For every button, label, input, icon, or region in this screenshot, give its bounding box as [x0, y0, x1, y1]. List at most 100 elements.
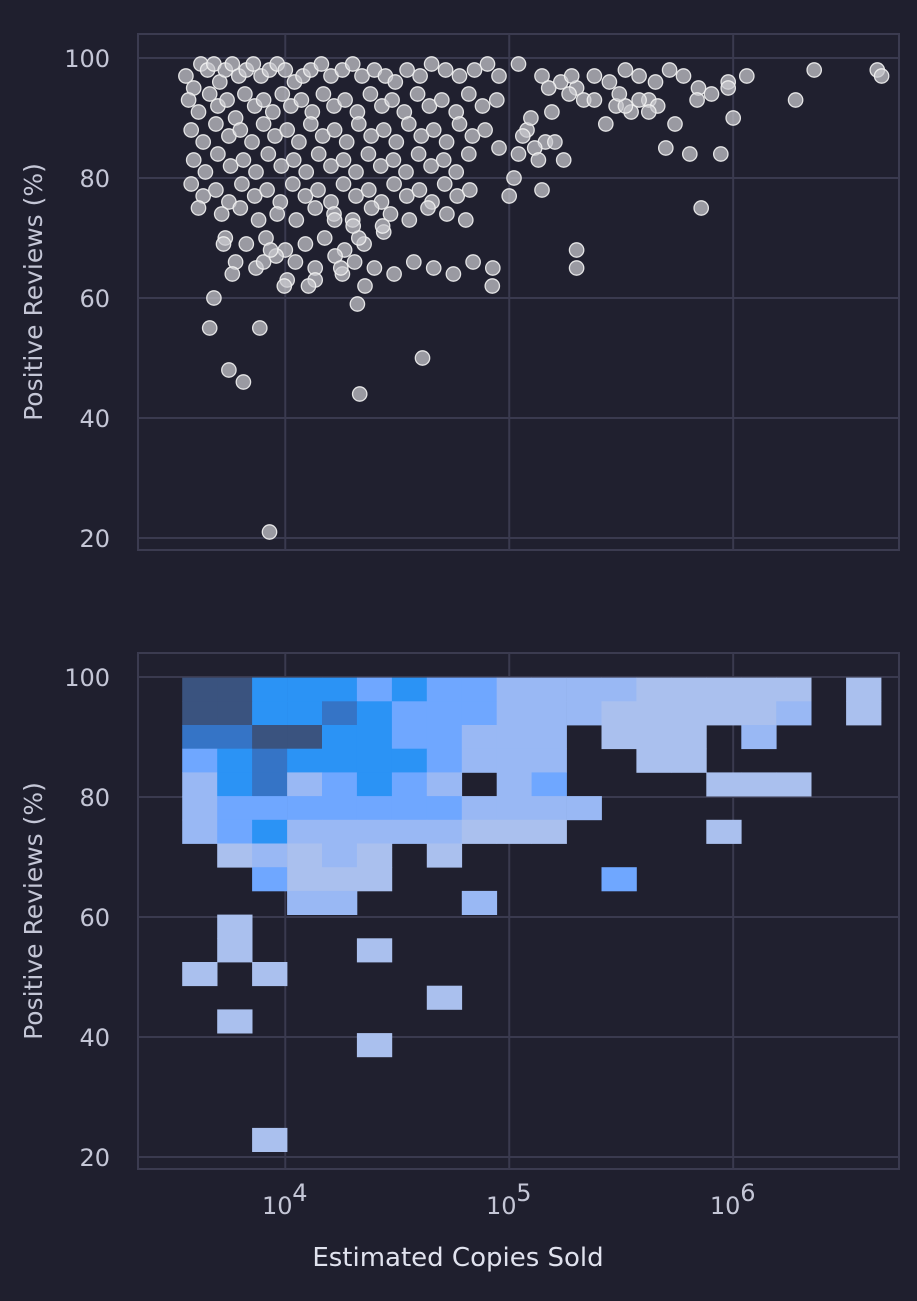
scatter-y-axis-label: Positive Reviews (%) [19, 163, 48, 421]
scatter-point [190, 104, 207, 120]
y-tick-label: 60 [79, 904, 110, 932]
scatter-point [201, 320, 218, 336]
y-tick-label: 80 [79, 784, 110, 812]
heatmap-cell [356, 725, 393, 750]
scatter-point [420, 200, 436, 216]
scatter-point [326, 122, 343, 138]
heatmap-cell [252, 677, 288, 702]
scatter-point [631, 92, 647, 108]
x-tick-exponent: 6 [740, 1179, 755, 1207]
scatter-point [235, 152, 252, 168]
heatmap-cell [252, 725, 288, 750]
scatter-point [640, 104, 657, 120]
heatmap-cell [426, 772, 463, 797]
heatmap-cell [601, 725, 637, 750]
scatter-point [693, 200, 710, 216]
heatmap-cell [531, 748, 567, 773]
heatmap-cell [182, 701, 218, 726]
scatter-point [398, 188, 415, 204]
heatmap-cell [671, 725, 707, 750]
scatter-point [510, 56, 527, 72]
scatter-point [451, 68, 468, 84]
heatmap-cell [322, 843, 358, 868]
scatter-point [410, 146, 427, 162]
scatter-point [273, 158, 290, 174]
heatmap-cell [217, 1009, 253, 1034]
heatmap-cell [217, 938, 253, 963]
scatter-point [667, 116, 683, 132]
scatter-point [348, 164, 364, 180]
heatmap-cell [252, 819, 288, 844]
scatter-point [346, 254, 363, 270]
scatter-point [568, 260, 585, 276]
heatmap-cell [322, 796, 358, 821]
heatmap-cell [252, 796, 288, 821]
scatter-point [277, 62, 294, 78]
scatter-point [208, 182, 224, 198]
heatmap-cell [496, 819, 532, 844]
heatmap-cell [461, 819, 498, 844]
scatter-point [310, 182, 326, 198]
scatter-point [354, 68, 370, 84]
heatmap-cell [601, 867, 637, 892]
scatter-point [466, 62, 483, 78]
scatter-point [351, 386, 368, 402]
scatter-point [264, 104, 281, 120]
heatmap-cell [741, 701, 777, 726]
scatter-point [534, 182, 550, 198]
heatmap-cell [287, 890, 323, 915]
heatmap-cell [322, 867, 358, 892]
y-tick-label: 80 [79, 165, 110, 193]
scatter-point [421, 98, 438, 114]
scatter-point [414, 350, 431, 366]
heatmap-cell [287, 867, 323, 892]
scatter-point [806, 62, 823, 78]
scatter-point [260, 146, 277, 162]
scatter-point [438, 134, 455, 150]
heatmap-cell [217, 748, 253, 773]
y-tick-label: 100 [64, 664, 110, 692]
scatter-point [221, 362, 237, 378]
scatter-point [873, 68, 890, 84]
scatter-point [561, 86, 577, 102]
scatter-point [563, 68, 580, 84]
heatmap-cell [182, 962, 218, 987]
scatter-point [506, 170, 522, 186]
scatter-point [488, 92, 505, 108]
scatter-point [555, 152, 572, 168]
scatter-point [224, 266, 241, 282]
scatter-point [190, 200, 207, 216]
scatter-point [366, 260, 383, 276]
y-tick-label: 60 [79, 285, 110, 313]
scatter-point [279, 122, 296, 138]
heatmap-cell [426, 677, 463, 702]
x-tick-label: 10 [710, 1192, 741, 1220]
scatter-point [413, 128, 430, 144]
scatter-point [423, 56, 440, 72]
scatter-point [222, 158, 239, 174]
heatmap-cell [287, 772, 323, 797]
heatmap-cell [566, 677, 602, 702]
scatter-point [246, 188, 263, 204]
heatmap-cell [287, 748, 323, 773]
scatter-point [269, 206, 286, 222]
heatmap-cell [182, 725, 218, 750]
scatter-point [439, 206, 455, 222]
heatmap-cell [182, 748, 218, 773]
scatter-point [460, 146, 477, 162]
scatter-point [213, 206, 230, 222]
heatmap-y-tick-labels: 20 40 60 80 100 [64, 664, 110, 1172]
heatmap-cell [741, 725, 777, 750]
scatter-point [255, 92, 272, 108]
scatter-point [350, 116, 367, 132]
heatmap-cell [391, 725, 428, 750]
heatmap-cell [706, 701, 742, 726]
scatter-point [712, 146, 729, 162]
scatter-point [274, 86, 291, 102]
heatmap-cell [356, 843, 393, 868]
scatter-point [423, 158, 439, 174]
heatmap-cell [322, 701, 358, 726]
heatmap-cell [182, 819, 218, 844]
heatmap-cell [182, 796, 218, 821]
